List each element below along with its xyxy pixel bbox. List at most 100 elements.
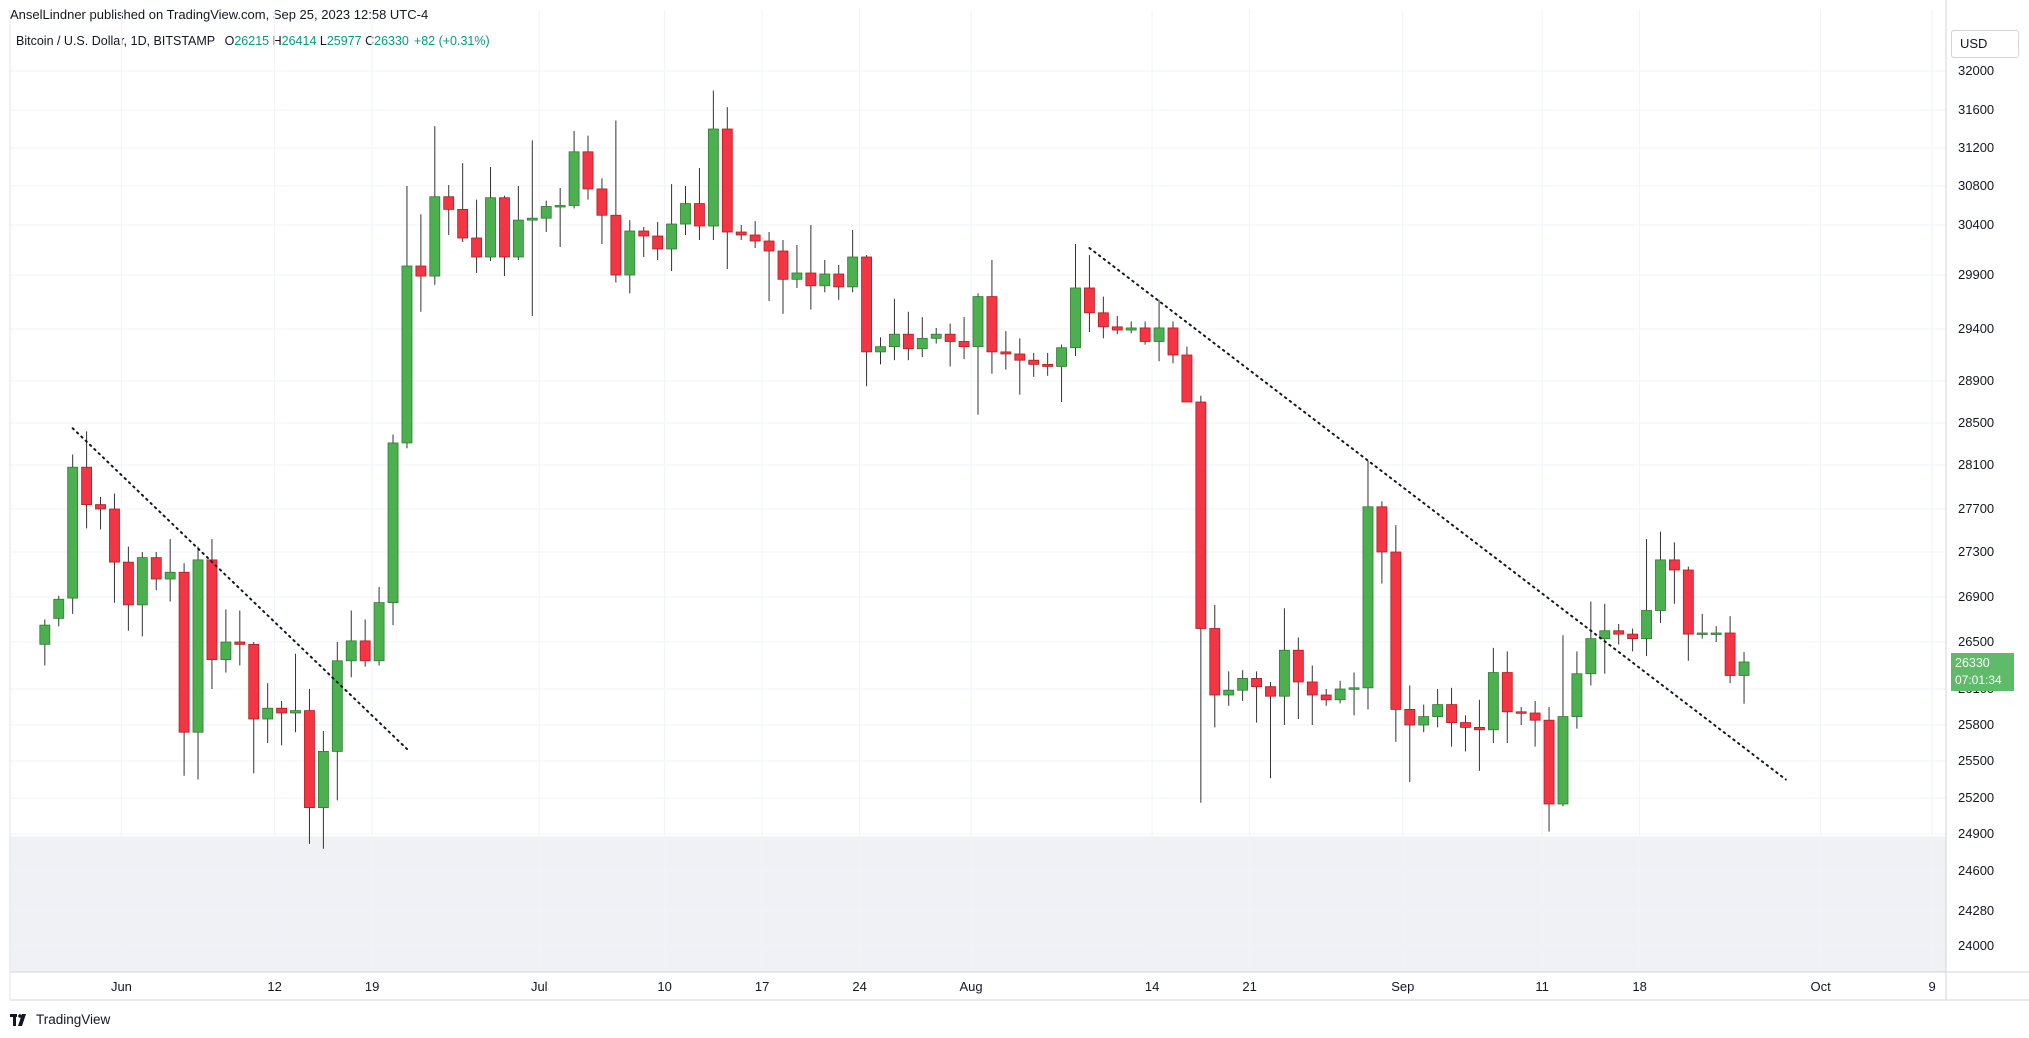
trendline bbox=[71, 427, 408, 750]
candle-down bbox=[1265, 686, 1276, 697]
candle-down bbox=[1195, 401, 1207, 629]
price-tick-label: 24000 bbox=[1958, 938, 1994, 953]
candle-down bbox=[499, 197, 510, 258]
time-tick-label: 12 bbox=[267, 979, 281, 994]
price-tick-label: 25800 bbox=[1958, 717, 1994, 732]
candle-down bbox=[1097, 312, 1109, 328]
candle-down bbox=[457, 208, 469, 239]
candle-down bbox=[1167, 327, 1179, 356]
candle-down bbox=[777, 250, 789, 280]
price-tick-label: 27300 bbox=[1958, 544, 1994, 559]
candle-down bbox=[1376, 506, 1388, 553]
candle-up bbox=[1641, 610, 1652, 640]
price-tick-label: 28500 bbox=[1958, 415, 1994, 430]
candle-up bbox=[164, 571, 176, 580]
candle-up bbox=[39, 624, 51, 645]
shaded-band bbox=[10, 836, 1946, 972]
price-tick-label: 26900 bbox=[1958, 589, 1994, 604]
time-tick-label: Oct bbox=[1811, 979, 1832, 994]
time-tick-label: Jul bbox=[531, 979, 548, 994]
price-tick-label: 29400 bbox=[1958, 321, 1994, 336]
candle-down bbox=[471, 237, 483, 258]
candle-up bbox=[916, 337, 928, 350]
time-tick-label: 19 bbox=[365, 979, 379, 994]
candle-up bbox=[680, 203, 691, 225]
symbol-name[interactable]: Bitcoin / U.S. Dollar, 1D, BITSTAMP bbox=[16, 34, 216, 48]
price-tick-label: 31200 bbox=[1958, 140, 1994, 155]
candle-up bbox=[568, 151, 580, 206]
candle-down bbox=[1042, 363, 1054, 367]
candle-down bbox=[248, 643, 260, 720]
change-value: +82 (+0.31%) bbox=[413, 34, 490, 48]
candle-down bbox=[276, 707, 288, 714]
candle-up bbox=[972, 296, 984, 348]
candle-up bbox=[1056, 347, 1067, 367]
candle-down bbox=[304, 710, 315, 808]
price-tick-label: 29900 bbox=[1958, 267, 1994, 282]
candle-up bbox=[889, 333, 900, 348]
candle-up bbox=[1738, 661, 1750, 676]
candle-up bbox=[1571, 673, 1583, 717]
price-tick-label: 24280 bbox=[1958, 903, 1994, 918]
candle-down bbox=[1000, 351, 1012, 355]
candle-down bbox=[1014, 353, 1026, 361]
candle-down bbox=[749, 234, 761, 242]
candle-down bbox=[1139, 327, 1151, 342]
candle-up bbox=[847, 256, 859, 288]
price-tick-label: 30800 bbox=[1958, 178, 1994, 193]
candle-up bbox=[1655, 559, 1666, 611]
candle-down bbox=[359, 640, 371, 662]
candle-up bbox=[930, 333, 942, 339]
candle-up bbox=[373, 602, 385, 662]
price-tick-label: 30400 bbox=[1958, 217, 1994, 232]
candle-down bbox=[694, 203, 705, 227]
price-tick-label: 31600 bbox=[1958, 102, 1994, 117]
candle-down bbox=[443, 196, 455, 210]
candle-down bbox=[1460, 722, 1471, 728]
candle-up bbox=[666, 223, 677, 250]
tradingview-logo-icon bbox=[10, 1013, 26, 1026]
candle-up bbox=[1070, 287, 1081, 349]
candle-down bbox=[986, 296, 998, 353]
candle-down bbox=[1515, 711, 1527, 714]
candle-down bbox=[1668, 559, 1680, 571]
last-price-value: 26330 bbox=[1955, 656, 1990, 670]
symbol-legend: Bitcoin / U.S. Dollar, 1D, BITSTAMP O262… bbox=[16, 34, 490, 48]
candle-up bbox=[317, 751, 329, 809]
candle-down bbox=[596, 188, 608, 216]
candle-down bbox=[1209, 628, 1221, 696]
price-tick-label: 32000 bbox=[1958, 63, 1994, 78]
price-tick-label: 25500 bbox=[1958, 753, 1994, 768]
time-tick-label: Jun bbox=[111, 979, 132, 994]
price-tick-label: 24900 bbox=[1958, 826, 1994, 841]
candle-down bbox=[1084, 287, 1095, 314]
price-tick-label: 25200 bbox=[1958, 790, 1994, 805]
candle-up bbox=[1432, 704, 1444, 717]
candle-up bbox=[1696, 632, 1708, 635]
candle-down bbox=[861, 256, 872, 353]
price-tick-label: 27700 bbox=[1958, 501, 1994, 516]
candle-down bbox=[638, 230, 650, 237]
candle-down bbox=[1627, 633, 1639, 640]
candle-up bbox=[1487, 672, 1499, 731]
trendline bbox=[1088, 247, 1787, 781]
candle-up bbox=[1362, 506, 1374, 689]
candle-down bbox=[1682, 569, 1694, 635]
candle-down bbox=[833, 273, 845, 288]
time-tick-label: 9 bbox=[1928, 979, 1935, 994]
candle-up bbox=[387, 442, 399, 604]
candle-up bbox=[429, 196, 441, 277]
candle-up bbox=[345, 640, 357, 662]
candle-up bbox=[624, 230, 636, 276]
candle-down bbox=[1529, 712, 1541, 721]
candle-up bbox=[136, 557, 148, 606]
currency-button[interactable]: USD bbox=[1951, 30, 2019, 58]
time-tick-label: 11 bbox=[1535, 979, 1549, 994]
candle-up bbox=[262, 707, 274, 720]
candle-up bbox=[1418, 716, 1430, 726]
candle-down bbox=[122, 561, 134, 606]
candle-down bbox=[81, 466, 93, 506]
candle-down bbox=[1501, 672, 1513, 713]
tradingview-logo[interactable]: TradingView bbox=[10, 1012, 110, 1027]
